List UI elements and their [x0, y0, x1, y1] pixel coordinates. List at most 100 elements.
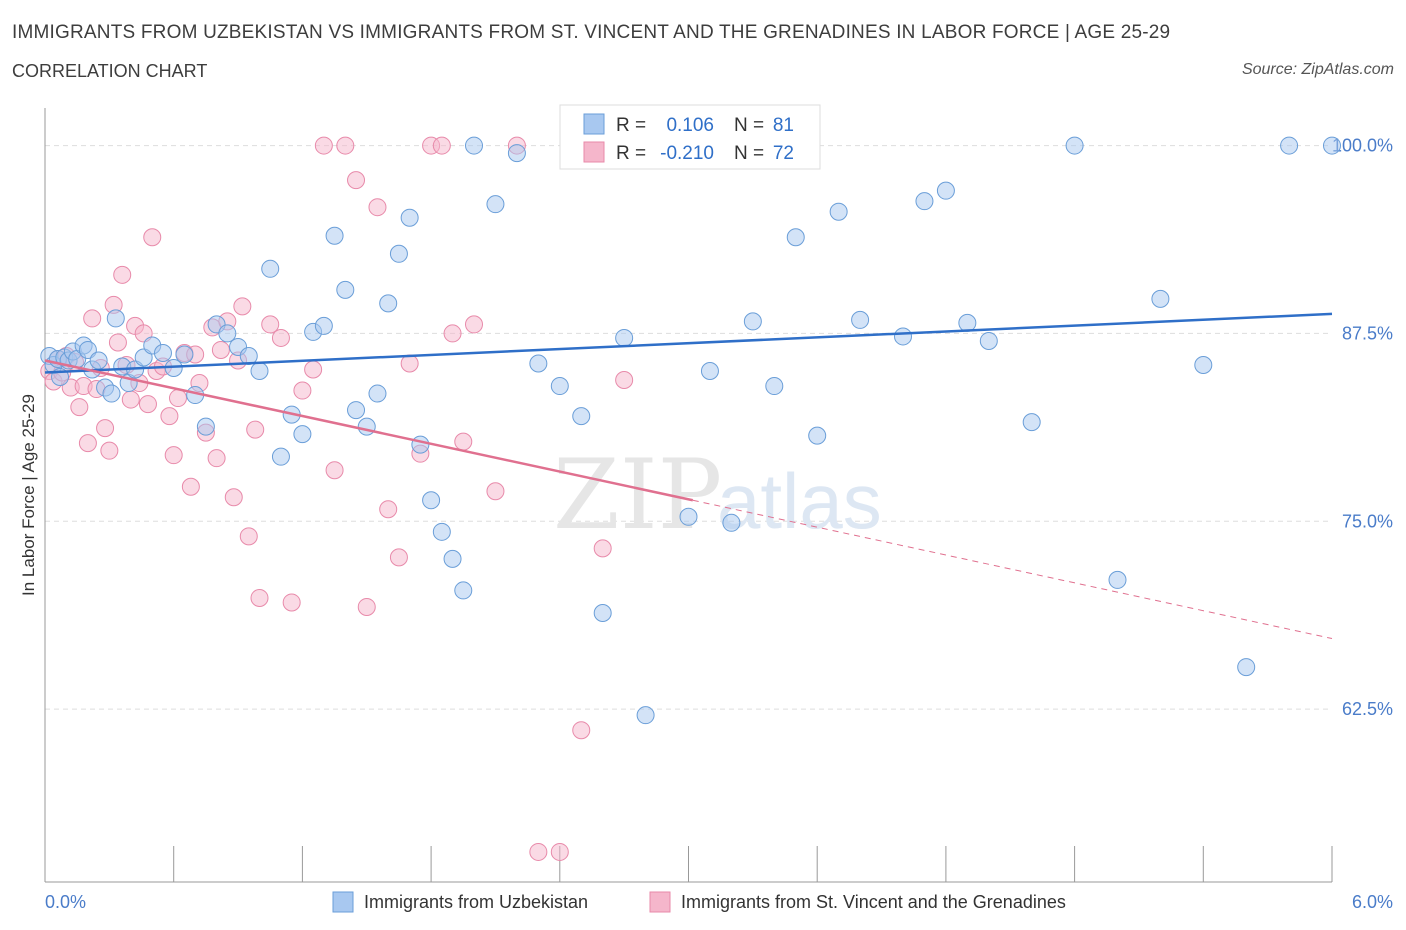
data-point-st-vincent: [83, 309, 102, 328]
data-point-uzbekistan: [454, 581, 473, 600]
data-point-uzbekistan: [979, 331, 998, 350]
data-point-uzbekistan: [389, 244, 408, 263]
data-point-uzbekistan: [743, 312, 762, 331]
data-point-uzbekistan: [357, 417, 376, 436]
data-point-uzbekistan: [443, 549, 462, 568]
data-point-uzbekistan: [293, 425, 312, 444]
data-point-uzbekistan: [271, 447, 290, 466]
data-point-uzbekistan: [432, 522, 451, 541]
legend-swatch-uzbekistan: [332, 891, 354, 913]
data-point-st-vincent: [347, 171, 366, 190]
data-point-st-vincent: [304, 360, 323, 379]
data-point-st-vincent: [400, 354, 419, 373]
data-point-st-vincent: [293, 381, 312, 400]
data-point-uzbekistan: [1194, 355, 1213, 374]
data-point-st-vincent: [113, 265, 132, 284]
data-point-uzbekistan: [765, 377, 784, 396]
data-point-st-vincent: [70, 398, 89, 417]
data-point-uzbekistan: [851, 310, 870, 329]
data-point-uzbekistan: [1237, 658, 1256, 677]
data-point-st-vincent: [143, 228, 162, 247]
data-point-uzbekistan: [1108, 570, 1127, 589]
data-point-uzbekistan: [894, 327, 912, 346]
data-point-uzbekistan: [261, 259, 280, 278]
y-tick-label: 100.0%: [1332, 136, 1393, 156]
data-point-uzbekistan: [486, 195, 505, 214]
data-point-uzbekistan: [347, 401, 366, 420]
data-point-uzbekistan: [958, 313, 977, 332]
data-point-st-vincent: [211, 340, 230, 359]
data-point-uzbekistan: [250, 362, 269, 381]
stats-r-label-1: R =: [616, 115, 646, 136]
trend-line-st-vincent: [44, 359, 694, 502]
data-point-uzbekistan: [78, 340, 97, 359]
legend-swatch-st-vincent: [649, 891, 671, 913]
data-point-st-vincent: [250, 588, 269, 607]
data-point-uzbekistan: [1022, 413, 1041, 432]
data-point-uzbekistan: [379, 294, 398, 313]
data-point-uzbekistan: [153, 343, 172, 362]
data-point-st-vincent: [108, 333, 127, 352]
data-point-uzbekistan: [915, 192, 934, 211]
data-point-uzbekistan: [400, 208, 419, 227]
data-point-uzbekistan: [422, 491, 441, 510]
series-uzbekistan-points: [40, 136, 1341, 725]
data-point-uzbekistan: [368, 384, 387, 403]
y-tick-label: 87.5%: [1342, 323, 1393, 343]
data-point-uzbekistan: [936, 181, 955, 200]
stats-n-label-1: N =: [734, 115, 764, 136]
stats-r-value-1: 0.106: [666, 115, 714, 136]
data-point-st-vincent: [138, 395, 157, 414]
data-point-st-vincent: [121, 390, 140, 409]
stats-n-label-2: N =: [734, 143, 764, 164]
data-point-st-vincent: [78, 434, 97, 453]
data-point-uzbekistan: [1323, 136, 1341, 155]
data-point-uzbekistan: [218, 324, 237, 343]
data-point-st-vincent: [465, 315, 483, 334]
data-point-st-vincent: [233, 297, 252, 316]
x-tick-label-min: 0.0%: [45, 892, 86, 912]
data-point-st-vincent: [615, 371, 634, 390]
x-ticks: [44, 846, 1333, 882]
data-point-st-vincent: [368, 198, 387, 217]
data-point-uzbekistan: [550, 377, 569, 396]
data-point-st-vincent: [325, 461, 344, 480]
data-point-uzbekistan: [325, 226, 344, 245]
data-point-st-vincent: [271, 328, 290, 347]
data-point-st-vincent: [550, 842, 569, 861]
data-point-uzbekistan: [411, 435, 430, 454]
data-point-uzbekistan: [636, 706, 655, 725]
stats-swatch-blue: [583, 113, 605, 135]
data-point-st-vincent: [224, 488, 243, 507]
trend-lines: [44, 312, 1333, 640]
data-point-st-vincent: [239, 527, 258, 546]
chart-subtitle: CORRELATION CHART: [12, 61, 208, 81]
trend-line-st-vincent-extension: [692, 499, 1333, 640]
data-point-st-vincent: [207, 449, 226, 468]
data-point-st-vincent: [379, 500, 398, 519]
data-point-st-vincent: [246, 420, 265, 439]
y-axis-label: In Labor Force | Age 25-29: [19, 394, 38, 596]
data-point-uzbekistan: [615, 328, 634, 347]
legend: Immigrants from Uzbekistan Immigrants fr…: [332, 891, 1066, 913]
gridlines: [45, 145, 1332, 710]
data-point-uzbekistan: [196, 417, 215, 436]
data-point-uzbekistan: [786, 228, 805, 247]
data-point-uzbekistan: [1151, 289, 1170, 308]
data-point-st-vincent: [336, 136, 355, 155]
watermark-zip: ZIP: [553, 439, 722, 551]
data-point-uzbekistan: [1065, 136, 1084, 155]
data-point-uzbekistan: [336, 280, 355, 299]
data-point-uzbekistan: [829, 202, 848, 221]
legend-label-st-vincent: Immigrants from St. Vincent and the Gren…: [681, 892, 1066, 912]
data-point-st-vincent: [164, 446, 183, 465]
data-point-uzbekistan: [679, 507, 698, 526]
data-point-uzbekistan: [89, 351, 108, 370]
stats-r-label-2: R =: [616, 143, 646, 164]
data-point-uzbekistan: [175, 345, 194, 364]
data-point-uzbekistan: [808, 426, 827, 445]
data-point-st-vincent: [593, 539, 612, 558]
data-point-uzbekistan: [700, 362, 719, 381]
data-point-st-vincent: [168, 389, 187, 408]
